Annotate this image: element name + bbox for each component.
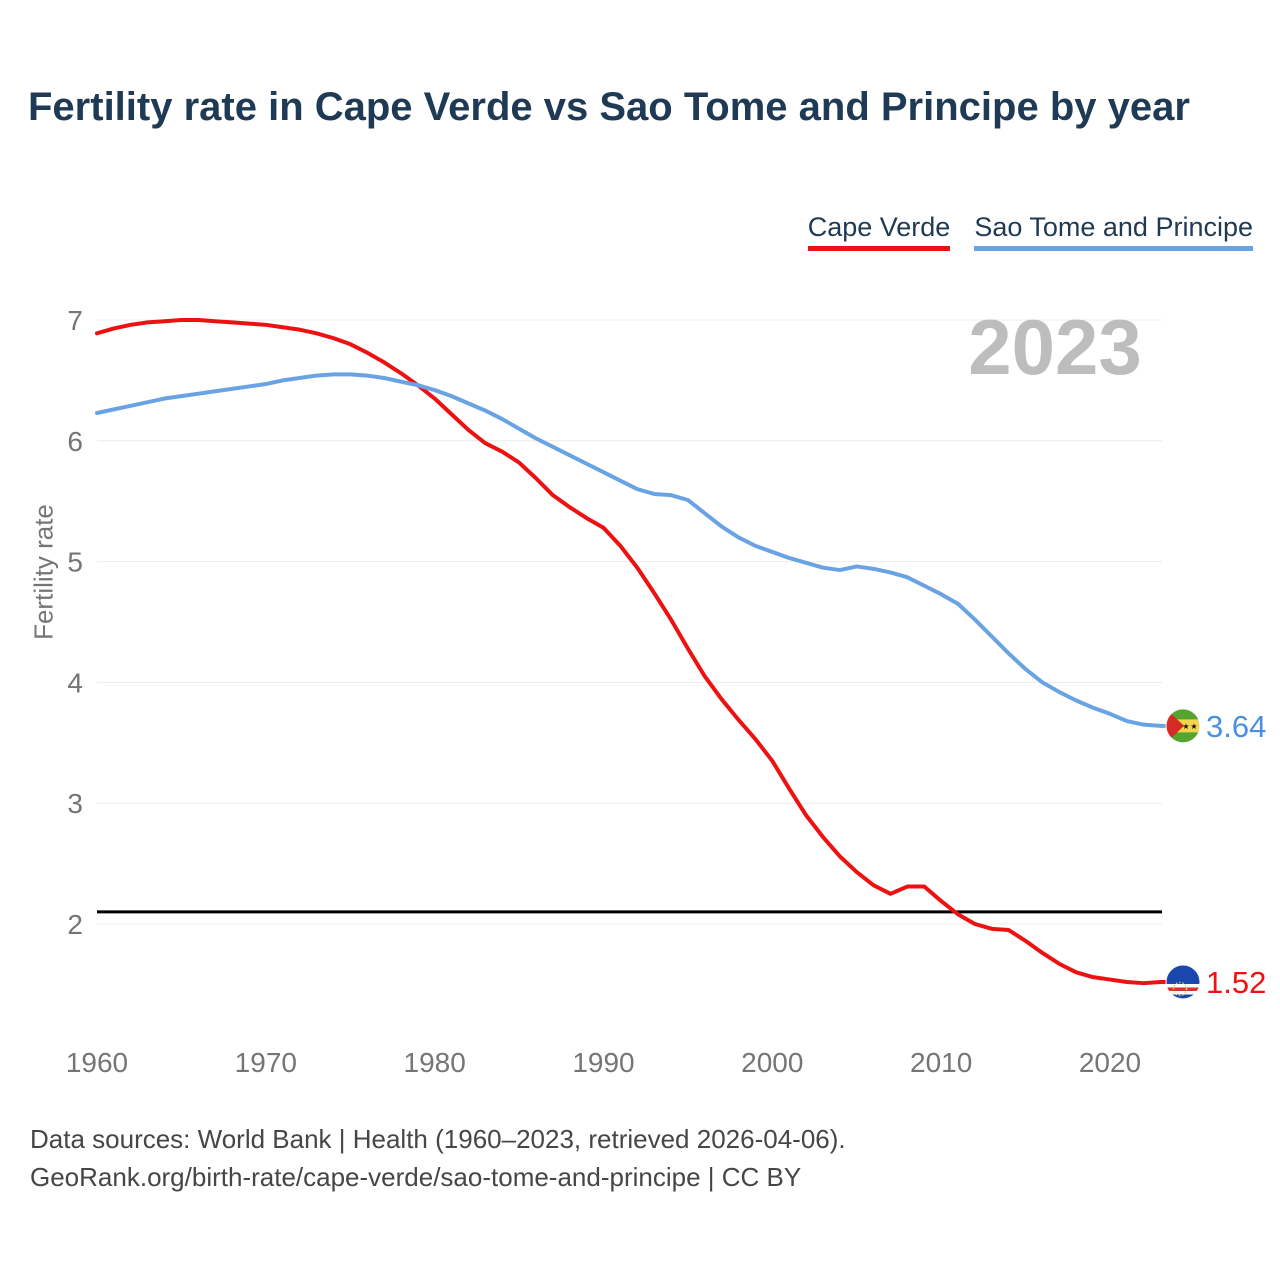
legend: Cape Verde Sao Tome and Principe <box>807 212 1253 251</box>
end-value-label-cape-verde: 1.52 <box>1206 965 1266 1000</box>
legend-item-cape-verde[interactable]: Cape Verde <box>807 212 951 251</box>
footer: Data sources: World Bank | Health (1960–… <box>30 1120 846 1196</box>
y-tick-label: 4 <box>67 667 83 698</box>
series-line-sao-tome-and-principe <box>95 372 1163 728</box>
series-line-cape-verde <box>95 318 1163 986</box>
svg-text:★: ★ <box>1182 722 1189 731</box>
page-title: Fertility rate in Cape Verde vs Sao Tome… <box>28 85 1190 129</box>
end-value-label-sao-tome-and-principe: 3.64 <box>1206 709 1266 744</box>
sao-tome-and-principe-flag-icon: ★ ★ <box>1165 708 1201 744</box>
x-tick-label: 2000 <box>741 1047 803 1078</box>
x-tick-label: 2020 <box>1079 1047 1141 1078</box>
y-tick-label: 5 <box>67 547 83 578</box>
y-tick-label: 3 <box>67 788 83 819</box>
legend-item-sao-tome-and-principe[interactable]: Sao Tome and Principe <box>974 212 1253 251</box>
x-tick-label: 1960 <box>66 1047 128 1078</box>
x-tick-label: 1990 <box>572 1047 634 1078</box>
footer-data-sources: Data sources: World Bank | Health (1960–… <box>30 1124 846 1154</box>
legend-label-cape-verde: Cape Verde <box>807 212 951 242</box>
cape-verde-flag-icon <box>1165 964 1201 1000</box>
svg-text:★: ★ <box>1190 722 1197 731</box>
year-watermark: 2023 <box>968 303 1142 391</box>
x-tick-label: 2010 <box>910 1047 972 1078</box>
legend-label-sao-tome-and-principe: Sao Tome and Principe <box>974 212 1253 242</box>
y-tick-label: 7 <box>67 305 83 336</box>
x-tick-label: 1980 <box>404 1047 466 1078</box>
x-tick-label: 1970 <box>235 1047 297 1078</box>
y-tick-label: 6 <box>67 426 83 457</box>
y-tick-label: 2 <box>67 909 83 940</box>
footer-attribution: GeoRank.org/birth-rate/cape-verde/sao-to… <box>30 1162 802 1192</box>
